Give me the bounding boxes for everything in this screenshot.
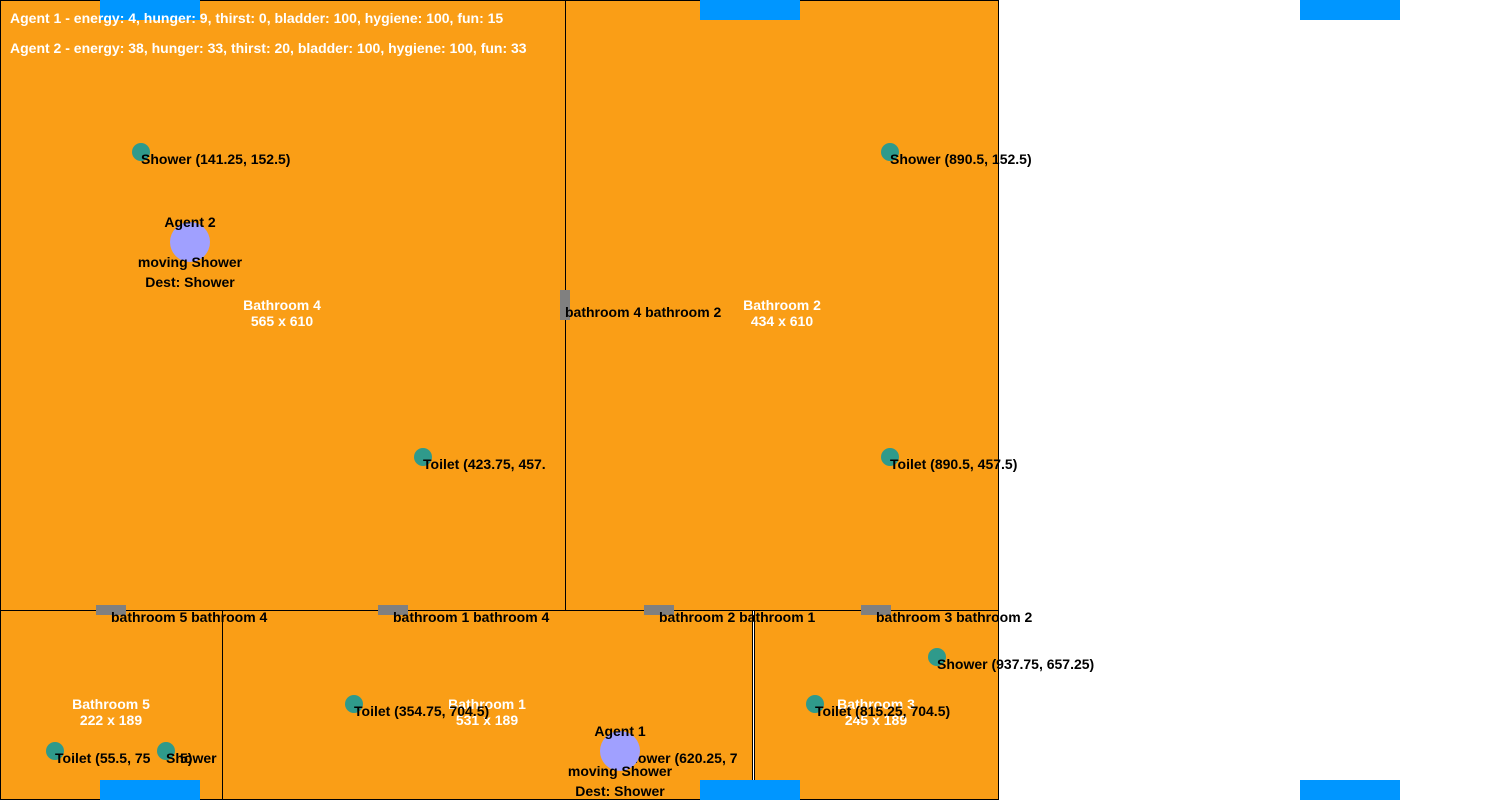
agent-1-state: moving Shower	[567, 763, 673, 779]
room-bathroom-3	[754, 610, 999, 800]
room-bathroom-4	[0, 0, 566, 611]
shower-icon[interactable]	[881, 143, 899, 161]
object-label: Shower (937.75, 657.25)	[937, 656, 1095, 672]
object-label: Toilet (354.75, 704.5)	[354, 703, 490, 719]
toilet-icon[interactable]	[46, 742, 64, 760]
room-name: Bathroom 3	[837, 696, 915, 712]
room-bathroom-1	[222, 610, 753, 800]
room-size: 531 x 189	[455, 712, 519, 728]
room-label-bathroom-1: Bathroom 1 531 x 189	[448, 696, 526, 728]
object-label: Shower	[166, 750, 217, 766]
room-size: 565 x 610	[250, 313, 314, 329]
spawn-marker	[100, 780, 200, 800]
spawn-marker	[100, 0, 200, 20]
agent-2-state: moving Shower	[137, 254, 243, 270]
object-label: Toilet (890.5, 457.5)	[890, 456, 1018, 472]
object-label: Toilet (423.75, 457.	[423, 456, 546, 472]
agent-2-dest: Dest: Shower	[145, 274, 235, 290]
spawn-marker	[700, 780, 800, 800]
shower-icon[interactable]	[928, 648, 946, 666]
door-label: bathroom 3 bathroom 2	[876, 609, 1033, 625]
room-label-bathroom-3: Bathroom 3 245 x 189	[837, 696, 915, 728]
toilet-icon[interactable]	[881, 448, 899, 466]
object-label: Toilet (815.25, 704.5)	[815, 703, 951, 719]
agent-1-name: Agent 1	[594, 723, 646, 739]
object-label: Toilet (55.5, 75	[55, 750, 151, 766]
agent-1-dest: Dest: Shower	[575, 783, 665, 799]
room-name: Bathroom 2	[743, 297, 821, 313]
door-label: bathroom 1 bathroom 4	[393, 609, 550, 625]
door[interactable]	[560, 290, 570, 320]
object-label: Shower (890.5, 152.5)	[890, 151, 1032, 167]
toilet-icon[interactable]	[414, 448, 432, 466]
spawn-marker	[1300, 780, 1400, 800]
room-name: Bathroom 5	[72, 696, 150, 712]
room-name: Bathroom 1	[448, 696, 526, 712]
agent-2-name: Agent 2	[164, 214, 216, 230]
spawn-marker	[700, 0, 800, 20]
room-size: 434 x 610	[750, 313, 814, 329]
door[interactable]	[96, 605, 126, 615]
object-label: Shower (620.25, 7	[620, 750, 738, 766]
room-name: Bathroom 4	[243, 297, 321, 313]
toilet-icon[interactable]	[806, 695, 824, 713]
room-label-bathroom-2: Bathroom 2 434 x 610	[743, 297, 821, 329]
shower-icon[interactable]	[157, 742, 175, 760]
shower-icon[interactable]	[132, 143, 150, 161]
agent-1-avatar[interactable]	[600, 731, 640, 771]
agent-2-avatar[interactable]	[170, 222, 210, 262]
agent-1-status: Agent 1 - energy: 4, hunger: 9, thirst: …	[10, 10, 504, 26]
room-bathroom-2	[565, 0, 999, 611]
room-size: 222 x 189	[79, 712, 143, 728]
door[interactable]	[378, 605, 408, 615]
object-label: Shower (141.25, 152.5)	[141, 151, 291, 167]
door-label: bathroom 5 bathroom 4	[111, 609, 268, 625]
door[interactable]	[861, 605, 891, 615]
door-label: bathroom 4 bathroom 2	[565, 304, 722, 320]
room-label-bathroom-5: Bathroom 5 222 x 189	[72, 696, 150, 728]
room-label-bathroom-4: Bathroom 4 565 x 610	[243, 297, 321, 329]
door-label: bathroom 2 bathroom 1	[659, 609, 816, 625]
object-label: 5)	[180, 750, 193, 766]
agent-2-status: Agent 2 - energy: 38, hunger: 33, thirst…	[10, 40, 527, 56]
spawn-marker	[1300, 0, 1400, 20]
toilet-icon[interactable]	[345, 695, 363, 713]
door[interactable]	[644, 605, 674, 615]
room-size: 245 x 189	[844, 712, 908, 728]
